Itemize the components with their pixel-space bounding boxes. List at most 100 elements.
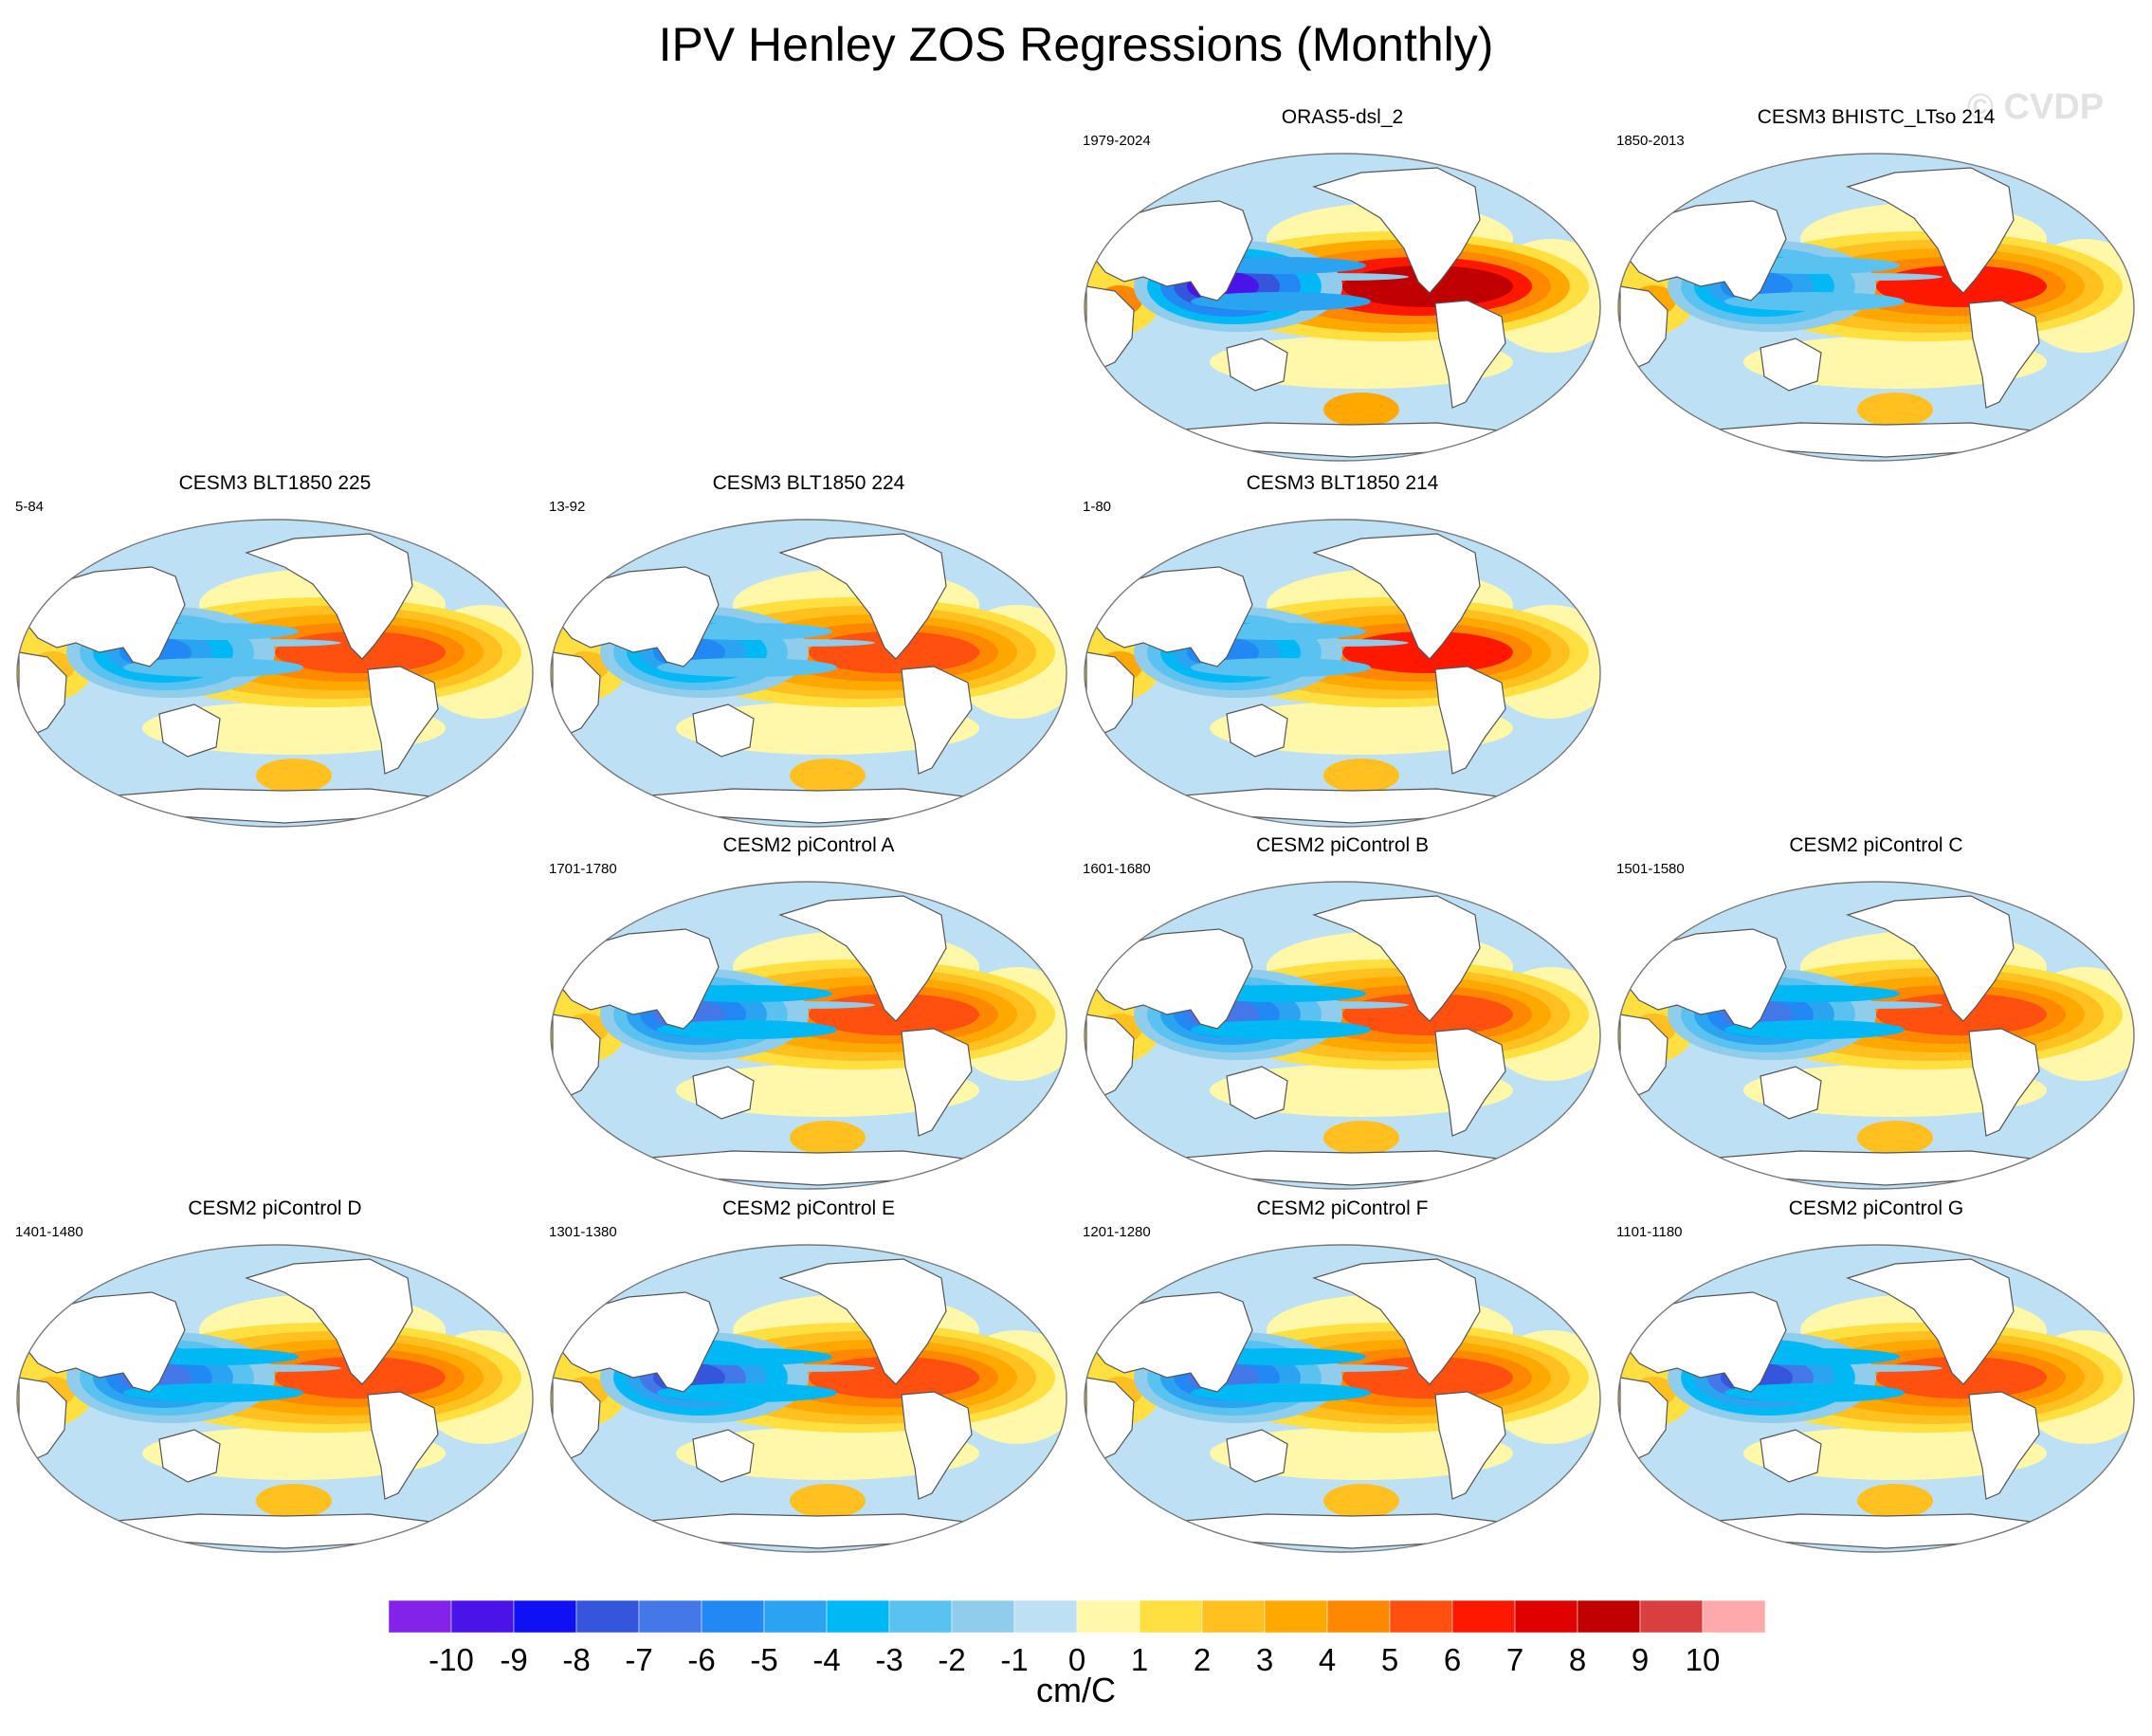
land-3 (1312, 1258, 1481, 1385)
land-2 (1760, 1066, 1822, 1120)
land-4 (901, 1028, 973, 1137)
land-0 (1619, 1291, 1787, 1393)
south-pacific-band (142, 702, 446, 755)
map-picA (550, 881, 1067, 1190)
colorbar-tick-14: 4 (1319, 1642, 1336, 1677)
map-frame (16, 1244, 534, 1553)
map-frame (1084, 1244, 1601, 1553)
panel-years: 1701-1780 (549, 861, 617, 877)
panel-years: 1201-1280 (1083, 1224, 1151, 1240)
southern-ocean-patch (1323, 393, 1399, 427)
land-2 (1760, 1429, 1822, 1483)
panel-title: CESM2 piControl A (722, 834, 895, 856)
south-pacific-band (676, 702, 979, 755)
panel-years: 1101-1180 (1616, 1224, 1683, 1240)
land-4 (367, 1391, 439, 1500)
land-3 (245, 1258, 413, 1385)
cold-arm-south (1724, 292, 1905, 311)
map-frame (16, 519, 534, 828)
cold-arm-south (1191, 292, 1371, 311)
land-4 (1434, 300, 1506, 409)
colorbar-bin-2 (513, 1599, 577, 1634)
colorbar-tick-15: 5 (1381, 1642, 1398, 1677)
land-4 (1434, 1028, 1506, 1137)
land-2 (1226, 1066, 1288, 1120)
southern-ocean-patch (1323, 1484, 1399, 1518)
land-0 (18, 566, 186, 667)
colorbar-tick-10: 0 (1068, 1642, 1085, 1677)
southern-ocean-patch (1323, 1121, 1399, 1155)
map-frame (1084, 153, 1601, 462)
land-3 (1846, 167, 2015, 294)
map-picG (1617, 1244, 2135, 1553)
map-picE (550, 1244, 1067, 1553)
map-frame (550, 881, 1067, 1190)
panel-title: CESM3 BLT1850 225 (178, 472, 372, 494)
land-2 (158, 1429, 221, 1483)
colorbar-bin-4 (638, 1599, 702, 1634)
southern-ocean-patch (256, 758, 332, 793)
colorbar-bin-19 (1577, 1599, 1641, 1634)
panel-years: 1301-1380 (549, 1224, 617, 1240)
cold-arm-south (657, 658, 837, 677)
land-0 (18, 1291, 186, 1393)
map-frame (1617, 153, 2135, 462)
watermark: © CVDP (1967, 87, 2105, 127)
south-pacific-band (1210, 1064, 1513, 1117)
land-3 (778, 533, 947, 660)
cold-arm-south (1724, 1383, 1905, 1402)
colorbar-tick-7: -3 (875, 1642, 903, 1677)
colorbar-bin-12 (1139, 1599, 1203, 1634)
cold-arm-south (1191, 1020, 1371, 1039)
land-0 (1619, 928, 1787, 1030)
land-3 (778, 895, 947, 1022)
colorbar-tick-20: 10 (1686, 1642, 1721, 1677)
southern-ocean-patch (790, 1484, 866, 1518)
colorbar-tick-9: -1 (1000, 1642, 1028, 1677)
panel-years: 1501-1580 (1616, 861, 1685, 877)
colorbar-bin-8 (888, 1599, 953, 1634)
colorbar-bin-10 (1013, 1599, 1078, 1634)
colorbar-tick-19: 9 (1632, 1642, 1649, 1677)
colorbar-tick-3: -7 (625, 1642, 652, 1677)
panel-years: 1601-1680 (1083, 861, 1151, 877)
panel-title: CESM3 BHISTC_LTso 214 (1757, 106, 1996, 128)
colorbar-tick-16: 6 (1444, 1642, 1461, 1677)
south-pacific-band (676, 1064, 979, 1117)
colorbar-bin-0 (388, 1599, 452, 1634)
panel-picA: CESM2 piControl A 1701-1780 (543, 834, 1074, 1195)
panel-title: CESM3 BLT1850 224 (712, 472, 905, 494)
colorbar-tick-0: -10 (429, 1642, 474, 1677)
panel-title: ORAS5-dsl_2 (1281, 106, 1404, 128)
south-pacific-band (1210, 336, 1513, 389)
map-blt224 (550, 519, 1067, 828)
cold-arm-south (1191, 658, 1371, 677)
panel-years: 1-80 (1083, 499, 1112, 515)
south-pacific-band (1743, 336, 2047, 389)
colorbar-bin-21 (1702, 1599, 1766, 1634)
cold-arm-south (1191, 1383, 1371, 1402)
land-3 (1312, 167, 1481, 294)
map-blt214 (1084, 519, 1601, 828)
panel-picD: CESM2 piControl D 1401-1480 (9, 1197, 540, 1558)
south-pacific-band (142, 1427, 446, 1480)
land-2 (158, 704, 221, 758)
land-4 (367, 666, 439, 775)
land-4 (1434, 666, 1506, 775)
map-picD (16, 1244, 534, 1553)
map-picB (1084, 881, 1601, 1190)
cold-arm-south (657, 1020, 837, 1039)
panel-orass5: ORAS5-dsl_2 1979-2024 (1077, 106, 1608, 466)
land-0 (1619, 200, 1787, 302)
land-0 (1085, 1291, 1253, 1393)
land-4 (1968, 1391, 2040, 1500)
colorbar-bin-11 (1076, 1599, 1140, 1634)
land-0 (1085, 928, 1253, 1030)
panel-title: CESM2 piControl G (1788, 1197, 1964, 1219)
colorbar-bin-7 (826, 1599, 890, 1634)
panel-years: 1979-2024 (1083, 133, 1151, 149)
panel-picC: CESM2 piControl C 1501-1580 (1611, 834, 2142, 1195)
panel-title: CESM2 piControl D (188, 1197, 362, 1219)
land-3 (1312, 895, 1481, 1022)
colorbar-bin-16 (1389, 1599, 1453, 1634)
